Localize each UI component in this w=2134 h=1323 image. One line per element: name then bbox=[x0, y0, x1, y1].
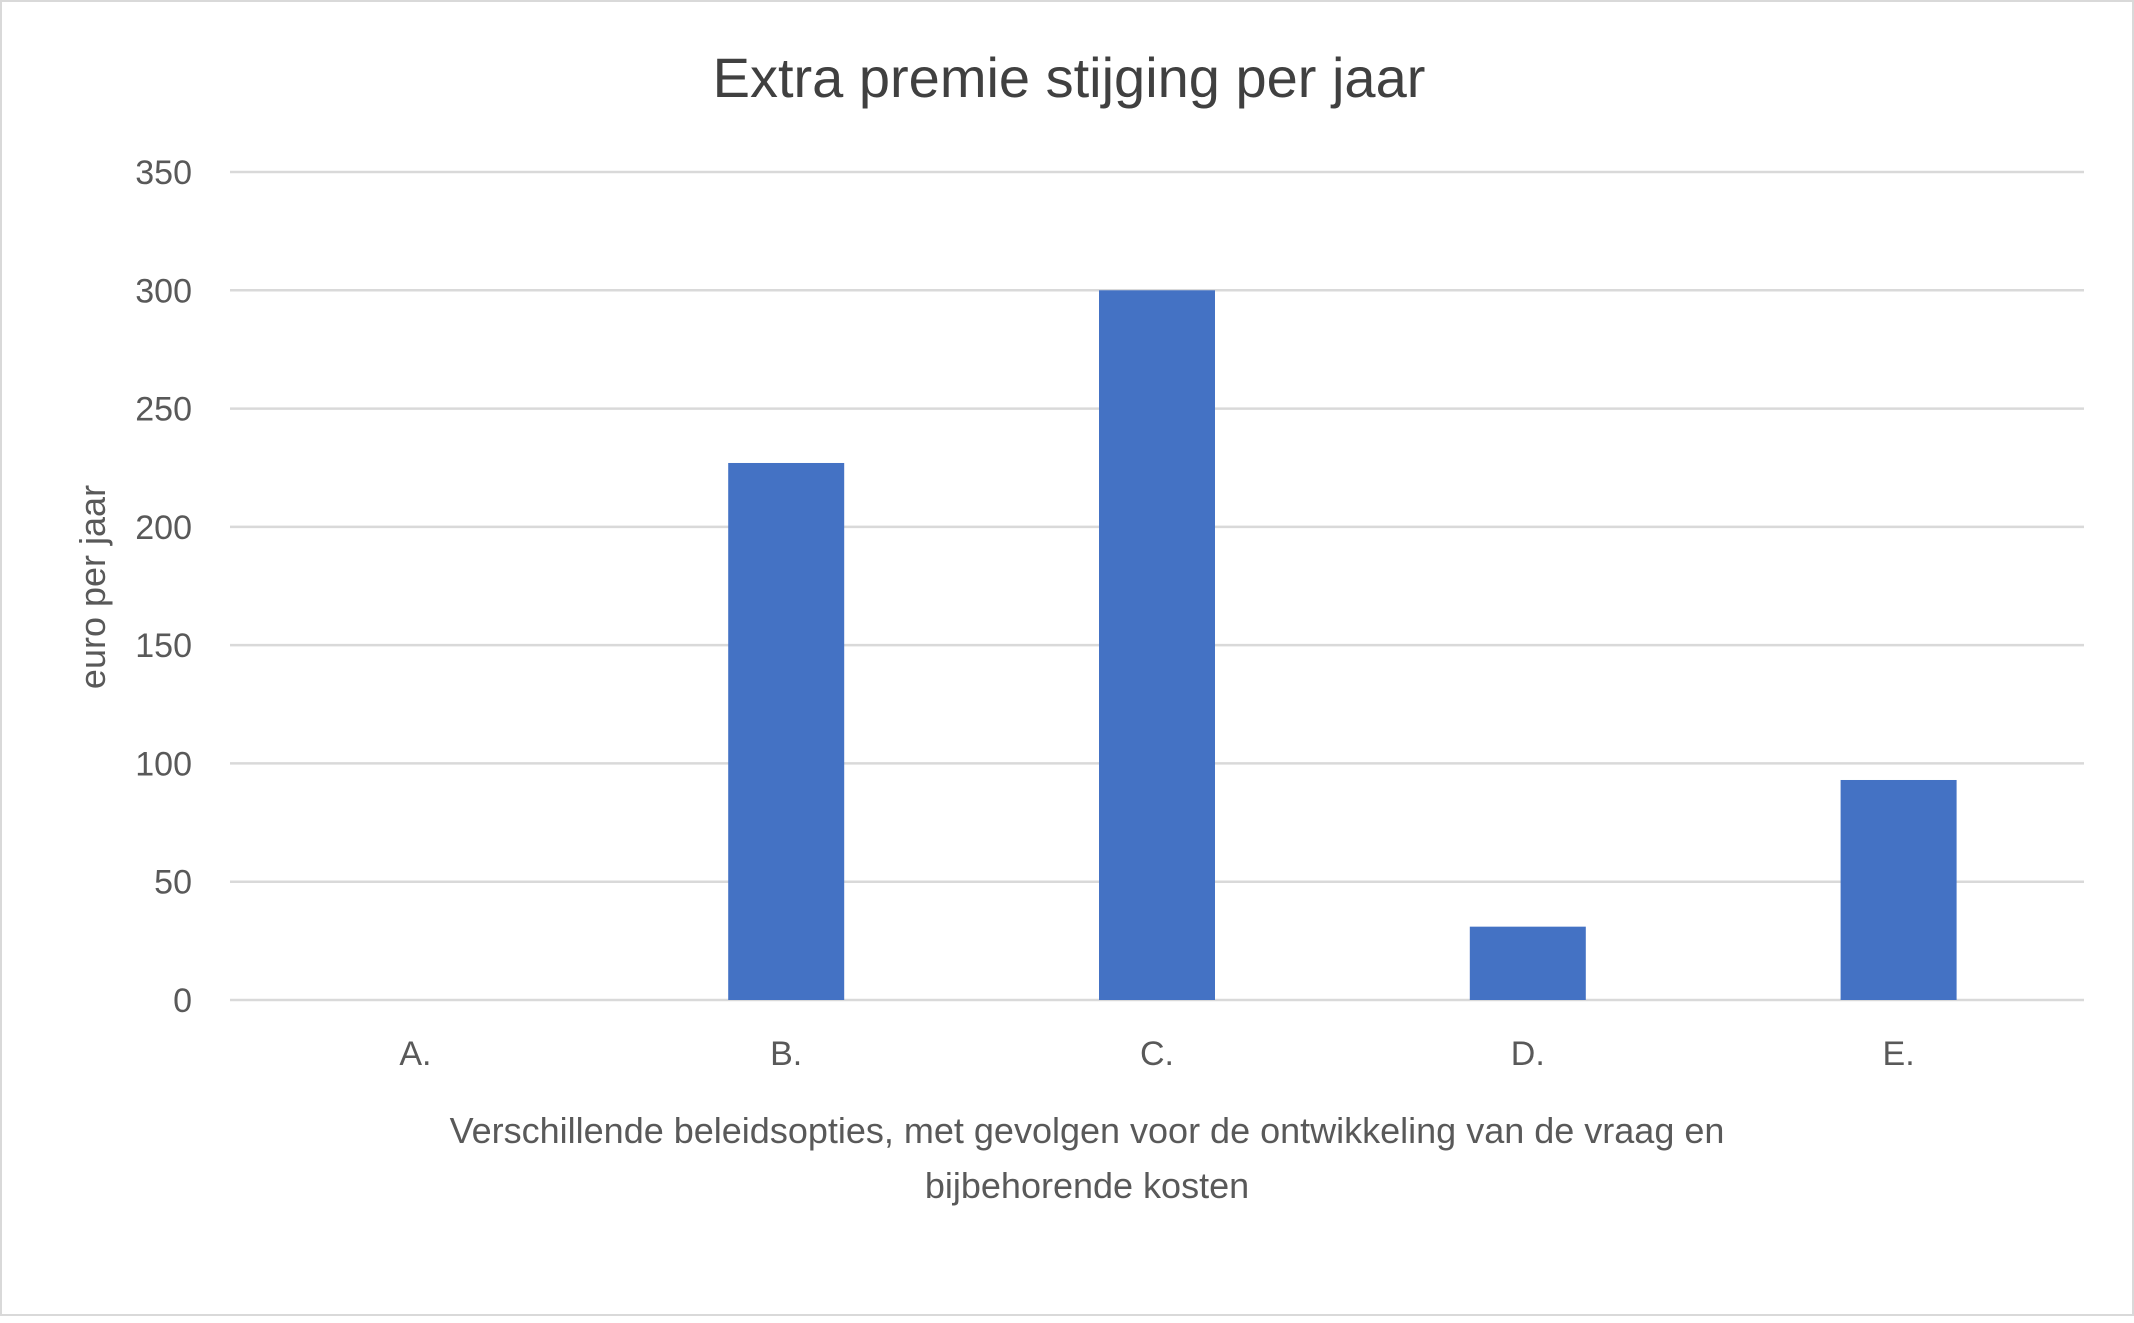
bars bbox=[728, 290, 1957, 1000]
x-tick-label: D. bbox=[1511, 1035, 1545, 1073]
y-tick-label: 200 bbox=[135, 509, 192, 547]
x-axis-label-line-2: bijbehorende kosten bbox=[925, 1165, 1249, 1206]
y-tick-label: 50 bbox=[154, 864, 192, 902]
y-tick-label: 0 bbox=[173, 982, 192, 1020]
y-axis-tick-labels: 0 50 100 150 200 250 300 350 bbox=[135, 154, 192, 1020]
y-tick-label: 250 bbox=[135, 391, 192, 429]
bar-d bbox=[1469, 926, 1586, 1000]
y-tick-label: 350 bbox=[135, 154, 192, 192]
x-axis-label-line-1: Verschillende beleidsopties, met gevolge… bbox=[450, 1110, 1725, 1151]
x-tick-label: E. bbox=[1883, 1035, 1915, 1073]
bar-e bbox=[1840, 779, 1957, 1000]
y-axis-label: euro per jaar bbox=[72, 485, 113, 689]
bar-b bbox=[728, 462, 845, 1000]
y-tick-label: 300 bbox=[135, 272, 192, 310]
chart-title: Extra premie stijging per jaar bbox=[713, 46, 1426, 109]
y-tick-label: 100 bbox=[135, 745, 192, 783]
x-tick-label: B. bbox=[770, 1035, 802, 1073]
x-tick-label: C. bbox=[1140, 1035, 1174, 1073]
x-tick-label: A. bbox=[399, 1035, 431, 1073]
bar-c bbox=[1099, 290, 1215, 1000]
x-axis-tick-labels: A. B. C. D. E. bbox=[399, 1035, 1914, 1073]
y-tick-label: 150 bbox=[135, 627, 192, 665]
